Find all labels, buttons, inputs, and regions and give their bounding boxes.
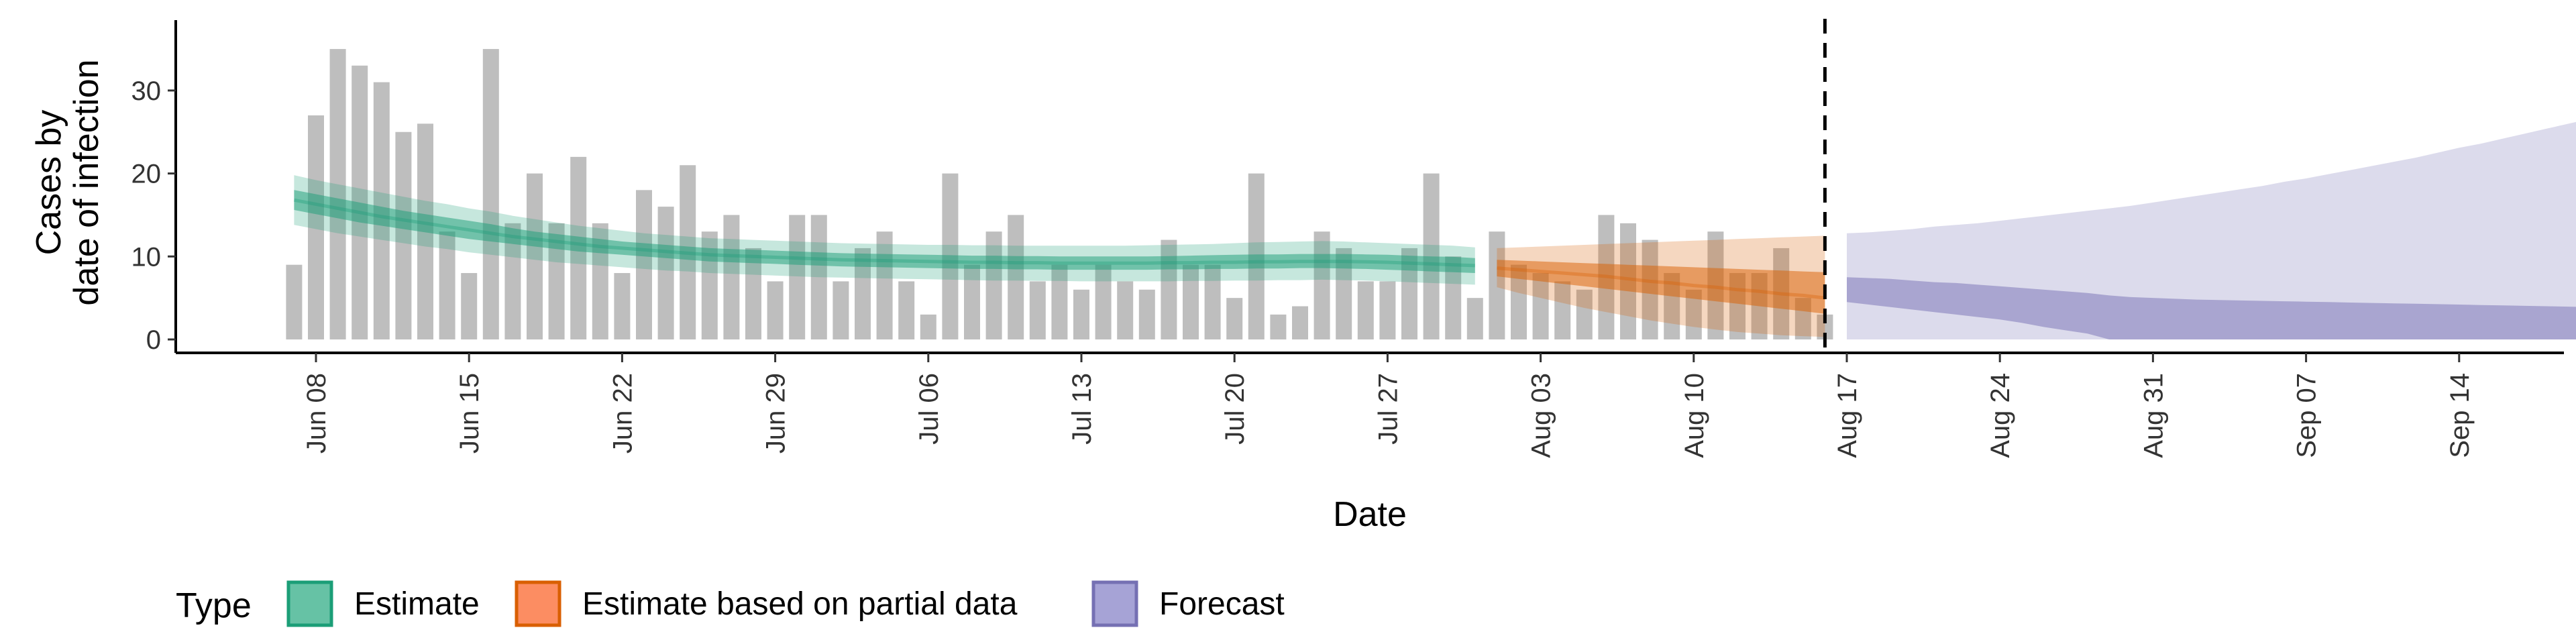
case-bar bbox=[985, 231, 1002, 339]
partial-inner-band bbox=[1497, 260, 1825, 314]
case-bar bbox=[1226, 298, 1243, 339]
legend-label-forecast: Forecast bbox=[1159, 586, 1285, 622]
x-tick-label: Jul 20 bbox=[1220, 373, 1250, 445]
case-bar bbox=[1204, 264, 1221, 339]
x-tick-label: Sep 07 bbox=[2292, 373, 2322, 458]
estimate-median-line bbox=[293, 198, 1475, 268]
case-bar bbox=[1073, 289, 1089, 339]
x-tick-label: Aug 10 bbox=[1680, 373, 1709, 458]
y-axis-title: Cases by date of infection bbox=[30, 59, 106, 305]
case-bar bbox=[745, 248, 761, 339]
legend-key-forecast bbox=[1091, 580, 1138, 627]
case-bar bbox=[1532, 273, 1549, 339]
case-bar bbox=[920, 314, 936, 339]
case-bar bbox=[1313, 231, 1330, 339]
forecast-outer-band bbox=[1847, 121, 2576, 339]
y-tick-label: 10 bbox=[131, 242, 162, 272]
x-tick-label: Jun 15 bbox=[455, 373, 484, 453]
case-bar bbox=[876, 231, 893, 339]
x-tick-label: Aug 03 bbox=[1527, 373, 1556, 458]
case-bar bbox=[1466, 298, 1483, 339]
case-bar bbox=[833, 281, 849, 339]
case-bar bbox=[723, 215, 740, 339]
case-bar bbox=[482, 49, 499, 340]
x-tick-label: Aug 17 bbox=[1833, 373, 1862, 458]
y-tick-label: 30 bbox=[131, 76, 162, 106]
case-bar bbox=[286, 264, 303, 339]
y-tick-label: 20 bbox=[131, 160, 162, 189]
case-bar bbox=[1138, 289, 1155, 339]
case-bar bbox=[1379, 281, 1396, 339]
case-bar bbox=[1051, 264, 1068, 339]
y-axis-title-line2: date of infection bbox=[67, 59, 106, 305]
case-bar bbox=[789, 215, 806, 339]
case-bar bbox=[1270, 314, 1287, 339]
x-tick-label: Jul 27 bbox=[1373, 373, 1403, 445]
x-axis-title: Date bbox=[1333, 495, 1407, 534]
case-bar bbox=[636, 190, 652, 339]
x-tick-label: Sep 14 bbox=[2445, 373, 2475, 458]
case-bar bbox=[1576, 289, 1593, 339]
case-bar bbox=[1489, 231, 1505, 339]
bands-layer bbox=[293, 121, 2576, 339]
case-bar bbox=[1183, 264, 1199, 339]
case-bar bbox=[395, 131, 412, 339]
legend: Type Estimate Estimate based on partial … bbox=[176, 580, 1285, 627]
case-bar bbox=[1008, 215, 1024, 339]
axes-layer bbox=[174, 19, 2564, 354]
case-bar bbox=[1357, 281, 1374, 339]
case-bar bbox=[527, 173, 543, 339]
x-tick-label: Jun 22 bbox=[608, 373, 637, 453]
case-bar bbox=[308, 115, 324, 339]
case-bar bbox=[439, 231, 455, 339]
x-tick-label: Aug 31 bbox=[2139, 373, 2168, 458]
x-ticks: Jun 08 Jun 15 Jun 22 Jun 29 Jul 06 Jul 13 Jul … bbox=[302, 353, 2475, 458]
case-bar bbox=[657, 207, 674, 339]
y-ticks: 0 10 20 30 bbox=[131, 76, 176, 355]
case-bar bbox=[810, 215, 827, 339]
x-tick-label: Jul 06 bbox=[914, 373, 944, 445]
y-axis-title-line1: Cases by bbox=[30, 110, 68, 256]
case-bar bbox=[964, 264, 980, 339]
legend-key-estimate bbox=[286, 580, 333, 627]
case-bar bbox=[1029, 281, 1046, 339]
x-tick-label: Jul 13 bbox=[1067, 373, 1097, 445]
legend-label-partial: Estimate based on partial data bbox=[582, 586, 1018, 622]
estimate-inner-band bbox=[294, 190, 1475, 273]
x-tick-label: Jun 08 bbox=[302, 373, 331, 453]
case-bar bbox=[767, 281, 784, 339]
legend-key-partial bbox=[515, 580, 561, 627]
legend-label-estimate: Estimate bbox=[354, 586, 480, 622]
case-bar bbox=[1554, 281, 1571, 339]
forecast-inner-band bbox=[1847, 277, 2576, 339]
x-tick-label: Jun 29 bbox=[761, 373, 791, 453]
case-bar bbox=[1292, 306, 1308, 339]
case-bar bbox=[1117, 281, 1134, 339]
legend-title: Type bbox=[176, 586, 252, 625]
case-bar bbox=[1095, 264, 1112, 339]
y-tick-label: 0 bbox=[146, 325, 161, 355]
case-bar bbox=[329, 49, 346, 340]
case-bar bbox=[461, 273, 478, 339]
partial-median-line bbox=[1497, 266, 1825, 300]
x-tick-label: Aug 24 bbox=[1986, 373, 2015, 458]
case-bar bbox=[614, 273, 631, 339]
case-bar bbox=[898, 281, 915, 339]
